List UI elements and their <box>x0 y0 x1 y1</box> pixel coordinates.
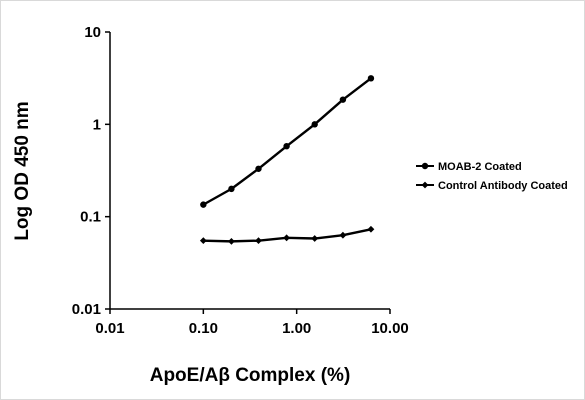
legend-marker <box>421 162 429 170</box>
series-0 <box>200 75 375 208</box>
data-point <box>199 237 207 245</box>
y-tick-label: 0.1 <box>80 209 101 226</box>
legend-label: Control Antibody Coated <box>438 180 568 192</box>
legend: MOAB-2 Coated Control Antibody Coated <box>416 161 568 192</box>
tick-labels: 0.01 0.10 1.00 10.00 0.01 0.1 1 10 <box>72 24 409 337</box>
legend-item: Control Antibody Coated <box>416 180 568 192</box>
legend-marker <box>421 181 429 189</box>
data-point <box>367 75 375 82</box>
data-point <box>228 185 235 193</box>
series-1 <box>199 225 375 245</box>
y-tick-label: 0.01 <box>72 301 101 318</box>
x-tick-label: 10.00 <box>371 320 409 337</box>
data-point <box>339 231 347 239</box>
x-tick-label: 0.10 <box>189 320 218 337</box>
legend-label: MOAB-2 Coated <box>438 161 522 173</box>
legend-item: MOAB-2 Coated <box>416 161 522 173</box>
y-axis-title: Log OD 450 nm <box>12 101 33 240</box>
data-point <box>283 234 290 242</box>
data-point <box>228 237 235 245</box>
data-point <box>200 201 207 208</box>
data-point <box>255 165 262 172</box>
data-point <box>311 121 318 128</box>
ticks <box>105 31 391 314</box>
series-line <box>202 77 372 206</box>
axes <box>109 32 390 310</box>
data-point <box>367 225 375 233</box>
y-tick-label: 1 <box>93 116 101 133</box>
x-tick-label: 1.00 <box>282 320 311 337</box>
series-layer <box>199 75 375 245</box>
data-point <box>283 142 290 150</box>
y-tick-label: 10 <box>84 24 101 41</box>
x-tick-label: 0.01 <box>95 320 124 337</box>
data-point <box>339 96 347 103</box>
x-axis-title: ApoE/Aβ Complex (%) <box>150 365 351 386</box>
data-point <box>255 237 262 245</box>
data-point <box>311 235 319 242</box>
